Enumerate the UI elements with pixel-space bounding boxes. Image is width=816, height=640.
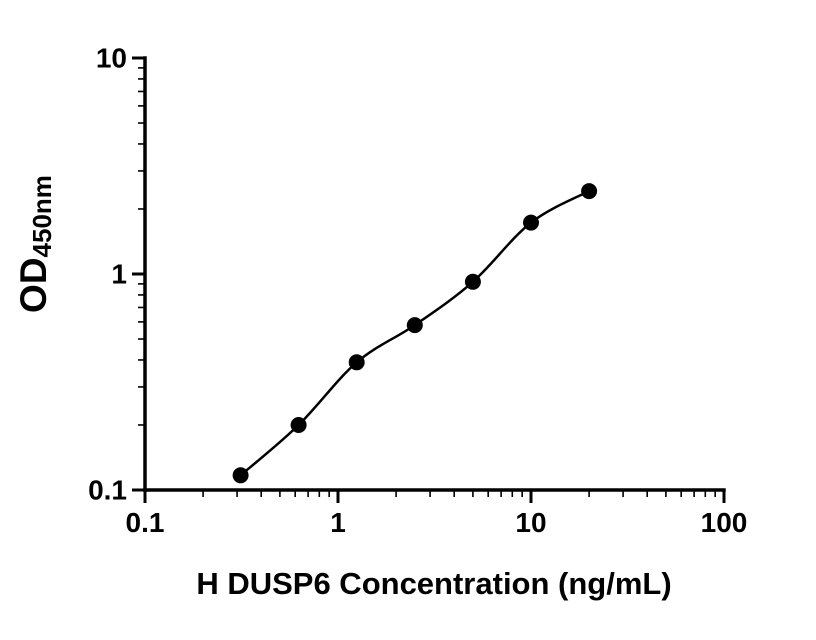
- fit-curve: [239, 189, 590, 477]
- y-axis-tick-label: 0.1: [88, 475, 127, 506]
- y-axis-tick-label: 10: [96, 43, 127, 74]
- x-axis-tick-label: 1: [330, 507, 346, 538]
- x-axis-tick-label: 100: [701, 507, 748, 538]
- y-axis-title-main: OD: [13, 257, 54, 313]
- data-point: [581, 183, 598, 200]
- y-axis-title-sub: 450nm: [27, 175, 57, 257]
- data-point: [232, 467, 249, 484]
- data-point: [290, 417, 307, 433]
- data-point: [348, 354, 365, 371]
- data-point: [406, 317, 423, 334]
- data-point: [523, 214, 539, 231]
- x-axis-tick-label: 0.1: [126, 507, 165, 538]
- data-point: [464, 273, 481, 290]
- x-axis-title: H DUSP6 Concentration (ng/mL): [196, 566, 671, 601]
- y-axis-tick-label: 1: [111, 259, 127, 290]
- x-axis-tick-label: 10: [515, 507, 546, 538]
- chart-generated-layer: 0.1 1 10 100 0.1 1 10: [88, 43, 747, 539]
- y-axis-title: OD450nm: [13, 175, 57, 313]
